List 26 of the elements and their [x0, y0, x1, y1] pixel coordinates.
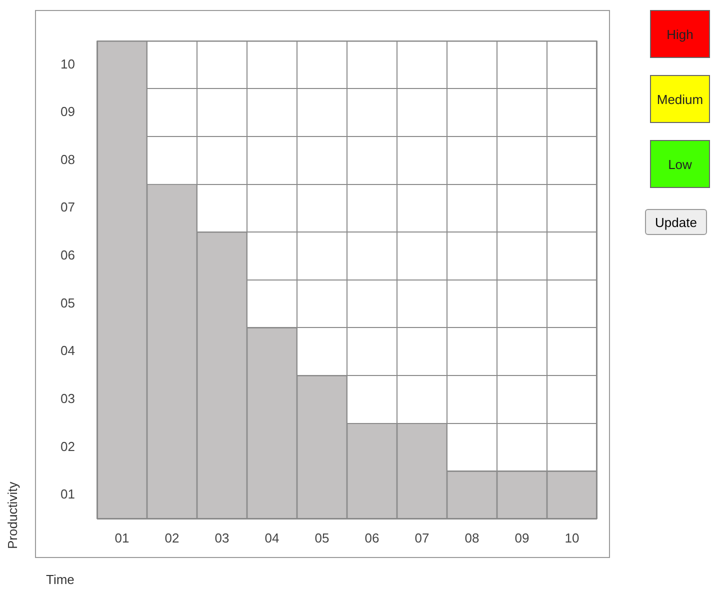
y-tick-label: 05: [60, 295, 75, 310]
x-tick-label: 01: [114, 530, 130, 546]
text: Update: [645, 209, 707, 235]
y-tick-label: 09: [60, 104, 75, 120]
y-tick-label: 01: [60, 486, 75, 502]
color-key-box: Low: [650, 140, 710, 188]
y-axis-title: Productivity: [5, 482, 20, 549]
x-tick-label: 06: [364, 530, 380, 546]
x-tick-label: 04: [264, 530, 280, 546]
x-axis-title: Time: [46, 572, 74, 587]
y-tick-label: 06: [60, 248, 75, 263]
x-tick-label: 09: [514, 530, 530, 546]
x-tick-label: 07: [414, 530, 430, 546]
y-tick-label: 04: [60, 343, 75, 358]
x-tick-label: 05: [314, 530, 330, 546]
y-tick-label: 08: [60, 152, 75, 167]
y-tick-label: 02: [60, 438, 75, 454]
y-tick-label: 10: [60, 56, 75, 72]
x-tick-label: 02: [164, 530, 180, 546]
color-key-box: High: [650, 10, 710, 58]
x-tick-label: 08: [464, 530, 480, 546]
y-tick-label: 07: [60, 200, 75, 215]
x-tick-label: 10: [564, 530, 580, 546]
x-tick-label: 03: [214, 530, 230, 546]
color-key-box: Medium: [650, 75, 710, 123]
y-tick-label: 03: [60, 391, 75, 406]
